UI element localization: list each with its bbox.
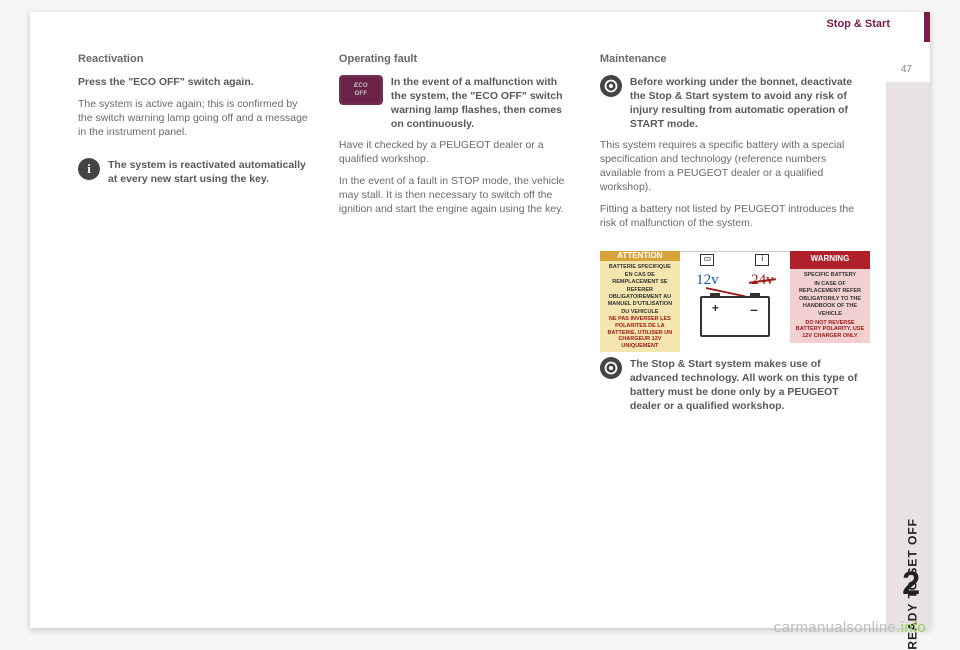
label-fr-line3: NE PAS INVERSER LES POLARITES DE LA BATT… — [604, 316, 676, 349]
caution-icon — [600, 75, 622, 97]
watermark: carmanualsonline.info — [774, 619, 926, 636]
info-book-icon: i — [755, 254, 769, 266]
battery-icon: + – — [700, 296, 770, 337]
heading-maintenance: Maintenance — [600, 52, 870, 67]
maint-warning-text: Before working under the bonnet, deactiv… — [630, 75, 870, 132]
maint-battery-risk: Fitting a battery not listed by PEUGEOT … — [600, 202, 870, 230]
terminal-minus: – — [750, 300, 758, 319]
column-maintenance: Maintenance Before working under the bon… — [600, 52, 870, 608]
caution-icon-2 — [600, 357, 622, 379]
label-en-line1: SPECIFIC BATTERY — [794, 272, 866, 279]
heading-reactivation: Reactivation — [78, 52, 313, 67]
eco-off-button-graphic: ECO OFF — [339, 75, 383, 105]
maint-advanced-tech: The Stop & Start system makes use of adv… — [630, 357, 870, 414]
label-warning-body: SPECIFIC BATTERY IN CASE OF REPLACEMENT … — [790, 269, 870, 343]
watermark-suffix: .info — [896, 619, 926, 636]
label-fr-line1: BATTERIE SPECIFIQUE — [604, 264, 676, 271]
info-icon: i — [78, 158, 100, 180]
maint-warning2-row: The Stop & Start system makes use of adv… — [600, 357, 870, 414]
maint-warning-row: Before working under the bonnet, deactiv… — [600, 75, 870, 132]
eco-label-line1: ECO — [354, 82, 368, 90]
heading-operating-fault: Operating fault — [339, 52, 574, 67]
eco-label-line2: OFF — [354, 90, 367, 98]
label-en-line3: DO NOT REVERSE BATTERY POLARITY, USE 12V… — [794, 320, 866, 340]
column-operating-fault: Operating fault ECO OFF In the event of … — [339, 52, 574, 608]
fault-stop-mode: In the event of a fault in STOP mode, th… — [339, 174, 574, 217]
label-en-line2: IN CASE OF REPLACEMENT REFER OBLIGATORIL… — [794, 281, 866, 318]
battery-diagram: ▭ i 12v 24v + – — [680, 251, 790, 343]
fault-check: Have it checked by a PEUGEOT dealer or a… — [339, 138, 574, 166]
battery-warning-label: ATTENTION BATTERIE SPECIFIQUE EN CAS DE … — [600, 251, 870, 343]
voltage-24v-crossed: 24v — [751, 270, 774, 290]
eco-row: ECO OFF In the event of a malfunction wi… — [339, 75, 574, 132]
info-text: The system is reactivated automatically … — [108, 158, 313, 186]
header-accent — [924, 12, 930, 42]
fault-warning: In the event of a malfunction with the s… — [391, 75, 574, 132]
manual-page: Stop & Start 47 READY TO SET OFF 2 React… — [30, 12, 930, 628]
side-tab: READY TO SET OFF 2 — [886, 82, 930, 628]
header-title: Stop & Start — [826, 18, 890, 30]
reactivation-note: The system is active again; this is conf… — [78, 97, 313, 140]
content-area: Reactivation Press the "ECO OFF" switch … — [78, 52, 870, 608]
side-tab-number: 2 — [902, 565, 920, 602]
battery-label-english: WARNING SPECIFIC BATTERY IN CASE OF REPL… — [790, 251, 870, 343]
watermark-text: carmanualsonline — [774, 619, 896, 636]
info-block: i The system is reactivated automaticall… — [78, 158, 313, 186]
reactivation-instruction: Press the "ECO OFF" switch again. — [78, 75, 313, 89]
diagram-top-icons: ▭ i — [680, 254, 790, 266]
label-attention-head: ATTENTION — [600, 251, 680, 262]
book-icon: ▭ — [700, 254, 714, 266]
terminal-plus: + — [712, 300, 719, 316]
page-number: 47 — [901, 64, 912, 75]
voltage-row: 12v 24v — [680, 270, 790, 290]
maint-battery-spec: This system requires a specific battery … — [600, 138, 870, 195]
battery-label-french: ATTENTION BATTERIE SPECIFIQUE EN CAS DE … — [600, 251, 680, 343]
page-header: Stop & Start — [30, 12, 930, 42]
label-attention-body: BATTERIE SPECIFIQUE EN CAS DE REMPLACEME… — [600, 261, 680, 352]
column-reactivation: Reactivation Press the "ECO OFF" switch … — [78, 52, 313, 608]
label-fr-line2: EN CAS DE REMPLACEMENT SE REFERER OBLIGA… — [604, 272, 676, 317]
label-warning-head: WARNING — [790, 251, 870, 269]
